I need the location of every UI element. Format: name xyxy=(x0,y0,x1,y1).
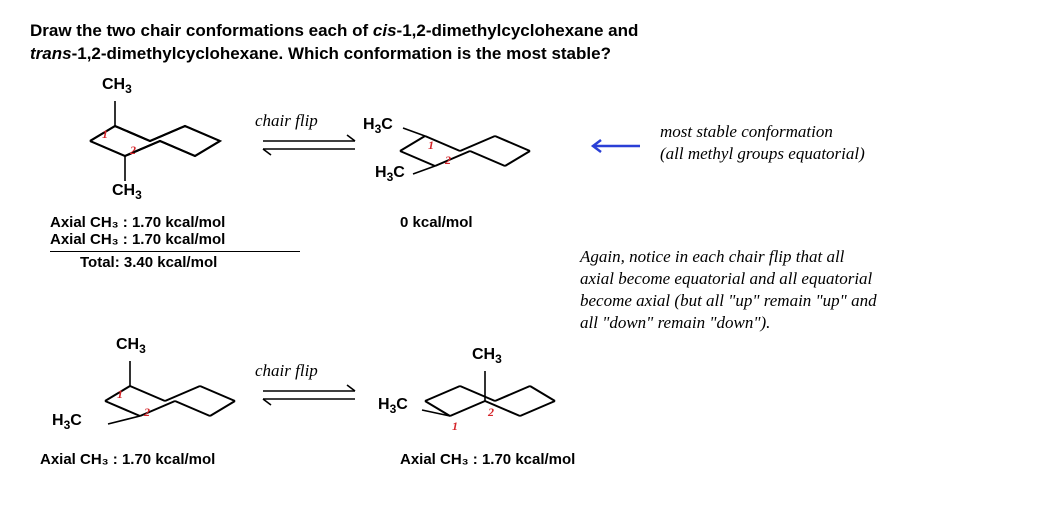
svg-text:2: 2 xyxy=(129,143,136,157)
cis-left-structure: 1 2 CH3 H3C xyxy=(50,346,260,451)
q-trans: trans xyxy=(30,44,72,63)
h3c-label: H3C xyxy=(375,164,405,184)
q-cis: cis xyxy=(373,21,397,40)
h3c-label: H3C xyxy=(378,396,408,416)
note-line: Again, notice in each chair flip that al… xyxy=(580,246,990,268)
svg-text:1: 1 xyxy=(117,387,123,401)
svg-text:1: 1 xyxy=(452,419,458,433)
ch3-label: CH3 xyxy=(116,336,146,356)
note-line: all "down" remain "down"). xyxy=(580,312,990,334)
trans-left-structure: 1 2 CH3 CH3 xyxy=(70,86,250,221)
note-line: axial become equatorial and all equatori… xyxy=(580,268,990,290)
rule-line xyxy=(50,251,300,252)
blue-arrow-icon xyxy=(585,136,645,156)
question-text: Draw the two chair conformations each of… xyxy=(30,20,1008,66)
equilibrium-arrows-icon xyxy=(255,131,365,161)
chair-flip-note: Again, notice in each chair flip that al… xyxy=(580,246,990,334)
trans-left-energy: Axial CH₃ : 1.70 kcal/mol Axial CH₃ : 1.… xyxy=(50,214,300,271)
note-line: become axial (but all "up" remain "up" a… xyxy=(580,290,990,312)
flip-block: chair flip xyxy=(255,111,365,166)
svg-text:1: 1 xyxy=(428,138,434,152)
energy-line: Axial CH₃ : 1.70 kcal/mol xyxy=(400,451,575,468)
chair-left-trans: 1 2 xyxy=(70,86,250,216)
energy-line: Axial CH₃ : 1.70 kcal/mol xyxy=(50,214,300,231)
row-trans: 1 2 CH3 CH3 Axial CH₃ : 1.70 kcal/mol Ax… xyxy=(30,86,1008,316)
trans-right-structure: 1 2 H3C H3C xyxy=(365,116,555,211)
svg-text:2: 2 xyxy=(487,405,494,419)
energy-total: Total: 3.40 kcal/mol xyxy=(50,254,300,271)
ch3-label: CH3 xyxy=(472,346,502,366)
note-line: (all methyl groups equatorial) xyxy=(660,143,865,165)
svg-text:2: 2 xyxy=(444,153,451,167)
q-part: -1,2-dimethylcyclohexane and xyxy=(397,21,639,40)
svg-text:1: 1 xyxy=(102,127,108,141)
flip-block: chair flip xyxy=(255,361,365,416)
energy-line: Axial CH₃ : 1.70 kcal/mol xyxy=(40,451,215,468)
h3c-label: H3C xyxy=(363,116,393,136)
ch3-label: CH3 xyxy=(102,76,132,96)
cis-right-structure: 1 2 CH3 H3C xyxy=(380,346,590,451)
q-part: -1,2-dimethylcyclohexane. Which conforma… xyxy=(72,44,611,63)
h3c-label: H3C xyxy=(52,412,82,432)
energy-zero: 0 kcal/mol xyxy=(400,214,473,231)
svg-text:2: 2 xyxy=(143,405,150,419)
row-cis: 1 2 CH3 H3C Axial CH₃ : 1.70 kcal/mol ch… xyxy=(30,346,1008,496)
energy-line: Axial CH₃ : 1.70 kcal/mol xyxy=(50,231,300,248)
chair-flip-label: chair flip xyxy=(255,111,365,131)
stable-annotation: most stable conformation (all methyl gro… xyxy=(660,121,865,165)
ch3-label: CH3 xyxy=(112,182,142,202)
q-part: Draw the two chair conformations each of xyxy=(30,21,373,40)
note-line: most stable conformation xyxy=(660,121,865,143)
chair-right-trans: 1 2 xyxy=(365,116,555,206)
equilibrium-arrows-icon xyxy=(255,381,365,411)
chair-flip-label: chair flip xyxy=(255,361,365,381)
